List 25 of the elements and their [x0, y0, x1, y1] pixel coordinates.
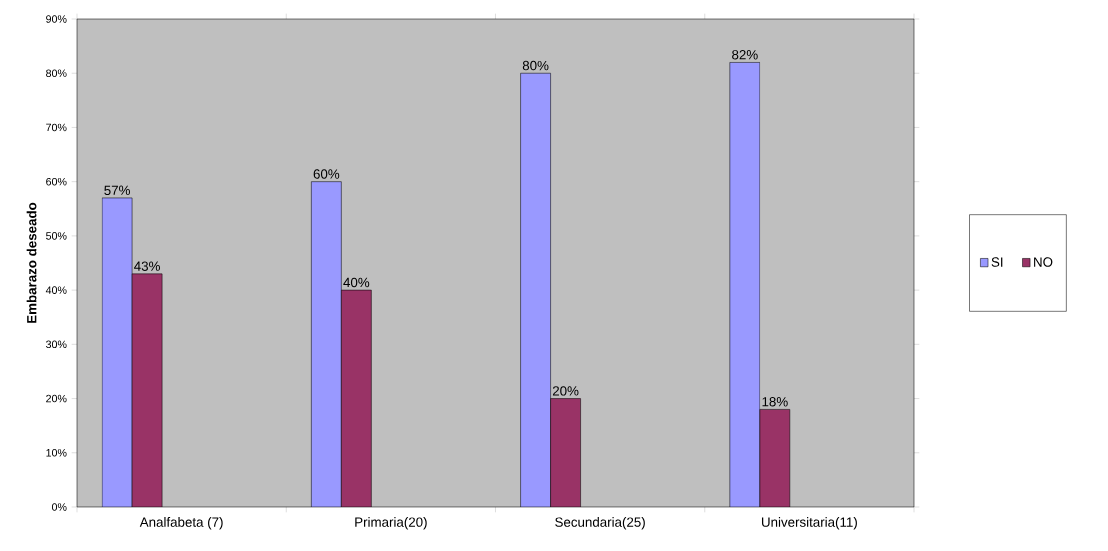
x-tick-label: Secundaria(25) [555, 517, 645, 530]
y-tick-label: 80% [46, 69, 67, 77]
data-label: 80% [522, 60, 549, 71]
data-label: 82% [732, 50, 758, 60]
x-tick-label: Analfabeta (7) [139, 517, 223, 530]
data-label: 20% [552, 386, 579, 396]
y-tick-label: 90% [46, 15, 67, 23]
y-tick-label: 20% [46, 394, 67, 403]
y-tick-label: 30% [46, 340, 67, 349]
legend-label: SI [991, 257, 1003, 267]
data-label: 18% [762, 397, 788, 407]
y-tick-label: 70% [46, 123, 67, 132]
y-tick-label: 60% [46, 177, 67, 186]
legend-label: NO [1034, 257, 1053, 267]
y-tick-label: 10% [46, 449, 67, 457]
data-label: 57% [104, 185, 130, 195]
y-tick-label: 0% [51, 503, 67, 511]
y-tick-label: 40% [45, 286, 67, 294]
y-axis-title: Embarazo deseado [26, 202, 37, 323]
x-tick-label: Primaria(20) [355, 517, 427, 530]
data-label: 40% [343, 277, 370, 288]
x-tick-label: Universitaria(11) [761, 517, 857, 530]
data-label: 60% [313, 169, 340, 179]
y-tick-label: 50% [46, 232, 67, 240]
data-label: 43% [134, 261, 160, 271]
